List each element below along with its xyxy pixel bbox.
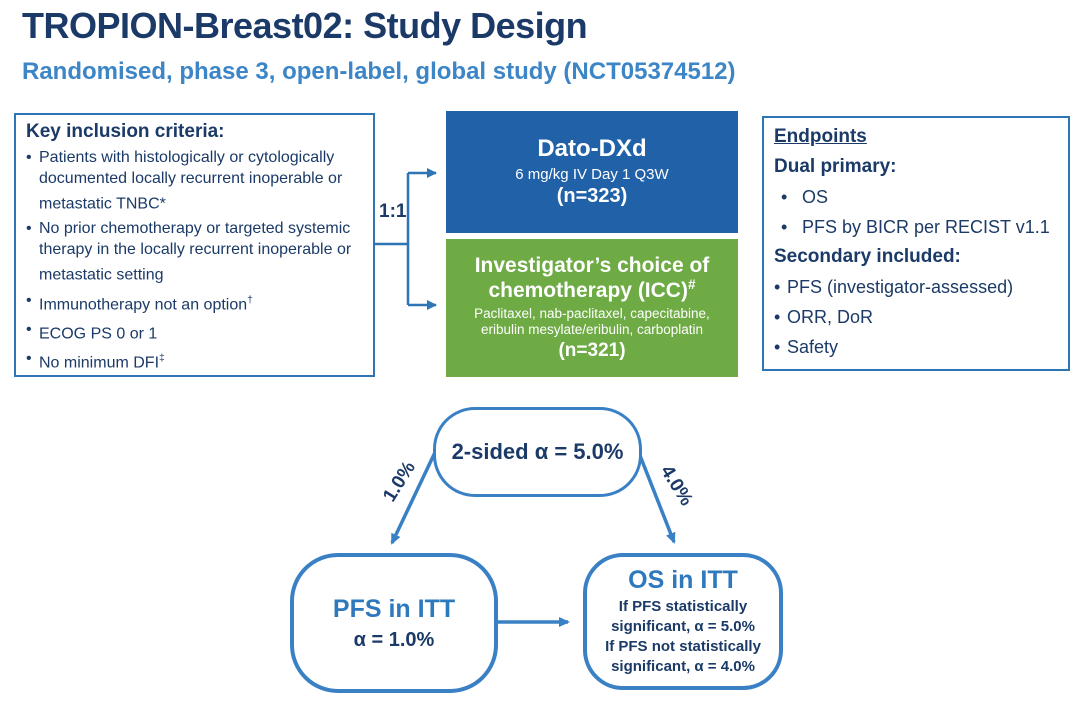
pfs-box-alpha: α = 1.0% xyxy=(353,628,435,651)
icc-footnote-mark: # xyxy=(687,277,696,293)
os-itt-box: OS in ITT If PFS statistically significa… xyxy=(583,553,783,690)
icc-arm-name-text: Investigator’s choice of chemotherapy (I… xyxy=(474,253,710,303)
inclusion-bullet: ECOG PS 0 or 1 xyxy=(26,319,365,344)
dual-primary-label: Dual primary: xyxy=(774,156,897,177)
alpha-total-label: 2-sided α = 5.0% xyxy=(451,439,624,464)
alpha-total-box: 2-sided α = 5.0% xyxy=(433,407,642,497)
dual-primary-list: OS PFS by BICR per RECIST v1.1 xyxy=(774,182,1058,242)
randomisation-bracket xyxy=(373,168,437,310)
bullet-footnote-mark: † xyxy=(247,294,253,306)
inclusion-bullet: No minimum DFI‡ xyxy=(26,348,365,373)
icc-arm-name: Investigator’s choice of chemotherapy (I… xyxy=(454,254,730,303)
endpoints-box: Endpoints Dual primary: OS PFS by BICR p… xyxy=(762,116,1070,371)
os-box-condition-1: If PFS statistically significant, α = 5.… xyxy=(611,598,755,636)
bullet-text: ECOG PS 0 or 1 xyxy=(39,325,158,343)
endpoint-item: PFS (investigator-assessed) xyxy=(774,272,1058,302)
pfs-box-title: PFS in ITT xyxy=(332,594,456,623)
secondary-label: Secondary included: xyxy=(774,246,961,267)
inclusion-bullet-list: Patients with histologically or cytologi… xyxy=(26,147,365,374)
inclusion-heading: Key inclusion criteria: xyxy=(26,121,225,142)
dato-arm-n: (n=323) xyxy=(556,184,628,207)
bullet-text: No prior chemotherapy or targeted system… xyxy=(39,220,352,284)
icc-arm-drugs: Paclitaxel, nab-paclitaxel, capecitabine… xyxy=(474,305,710,338)
endpoint-item: OS xyxy=(774,182,1058,212)
icc-arm-n: (n=321) xyxy=(558,340,626,362)
inclusion-bullet: Patients with histologically or cytologi… xyxy=(26,147,365,214)
bullet-text: No minimum DFI xyxy=(39,354,160,372)
os-box-condition-2: If PFS not statistically significant, α … xyxy=(605,638,761,675)
endpoint-item: ORR, DoR xyxy=(774,302,1058,332)
inclusion-bullet: No prior chemotherapy or targeted system… xyxy=(26,218,365,285)
secondary-list: PFS (investigator-assessed) ORR, DoR Saf… xyxy=(774,272,1058,362)
bullet-text: Patients with histologically or cytologi… xyxy=(39,149,343,213)
icc-arm-box: Investigator’s choice of chemotherapy (I… xyxy=(446,239,738,377)
dato-arm-name: Dato-DXd xyxy=(537,135,647,163)
inclusion-criteria-box: Key inclusion criteria: Patients with hi… xyxy=(14,113,375,377)
dato-dxd-arm-box: Dato-DXd 6 mg/kg IV Day 1 Q3W (n=323) xyxy=(446,111,738,233)
page-title: TROPION-Breast02: Study Design xyxy=(22,5,588,46)
inclusion-bullet: Immunotherapy not an option† xyxy=(26,290,365,315)
endpoint-item: PFS by BICR per RECIST v1.1 xyxy=(774,212,1058,242)
endpoints-heading: Endpoints xyxy=(774,126,867,147)
pfs-itt-box: PFS in ITT α = 1.0% xyxy=(290,553,498,693)
os-box-title: OS in ITT xyxy=(628,566,738,595)
bullet-text: Immunotherapy not an option xyxy=(39,295,248,313)
page-subtitle: Randomised, phase 3, open-label, global … xyxy=(22,58,736,85)
bullet-footnote-mark: ‡ xyxy=(159,353,165,365)
endpoint-item: Safety xyxy=(774,332,1058,362)
randomisation-ratio-label: 1:1 xyxy=(379,201,407,222)
dato-arm-dose: 6 mg/kg IV Day 1 Q3W xyxy=(515,165,669,183)
